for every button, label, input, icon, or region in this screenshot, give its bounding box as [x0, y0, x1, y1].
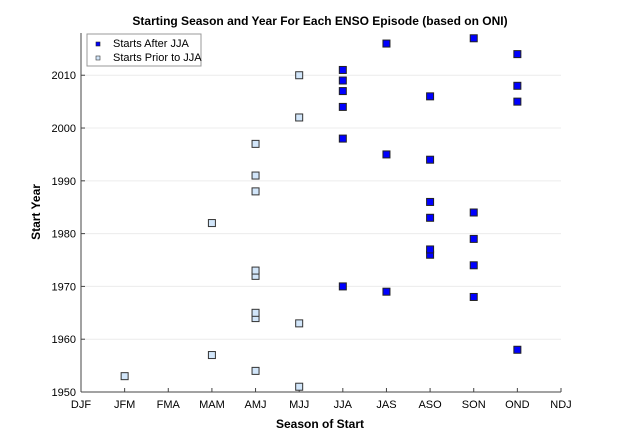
point-after-jja: [426, 213, 435, 222]
x-tick-label: JAS: [376, 399, 396, 411]
chart-title: Starting Season and Year For Each ENSO E…: [132, 14, 507, 28]
point-prior-jja: [251, 308, 260, 317]
legend-label-after: Starts After JJA: [113, 38, 189, 50]
y-axis-label: Start Year: [29, 184, 43, 240]
point-after-jja: [426, 155, 435, 164]
y-tick-label: 1990: [52, 176, 76, 188]
point-prior-jja: [120, 372, 129, 381]
point-after-jja: [338, 76, 347, 85]
y-tick-label: 1970: [52, 281, 76, 293]
x-tick-label: JJA: [334, 399, 353, 411]
x-axis-label: Season of Start: [276, 417, 364, 431]
legend-box: [86, 33, 202, 67]
legend-marker-prior: [95, 55, 101, 61]
point-after-jja: [513, 97, 522, 106]
x-tick-label: FMA: [157, 399, 181, 411]
point-after-jja: [469, 234, 478, 243]
point-prior-jja: [207, 351, 216, 360]
point-after-jja: [426, 245, 435, 254]
legend-marker-after: [95, 41, 101, 47]
x-tick-label: ASO: [418, 399, 442, 411]
point-prior-jja: [251, 139, 260, 148]
y-tick-label: 1980: [52, 229, 76, 241]
point-after-jja: [382, 287, 391, 296]
axes: 1950 1960 1970 1980 1990 2000 2010 DJF JFM FMA MAM…: [52, 33, 572, 411]
point-after-jja: [513, 50, 522, 59]
x-tick-label: AMJ: [245, 399, 267, 411]
x-tick-label: JFM: [114, 399, 135, 411]
point-after-jja: [382, 150, 391, 159]
y-tick-label: 1960: [52, 334, 76, 346]
point-after-jja: [338, 87, 347, 96]
point-prior-jja: [295, 113, 304, 122]
legend-label-prior: Starts Prior to JJA: [113, 52, 202, 64]
data-points: [120, 34, 522, 391]
point-after-jja: [338, 134, 347, 143]
point-after-jja: [469, 261, 478, 270]
point-prior-jja: [295, 319, 304, 328]
point-after-jja: [382, 39, 391, 48]
y-tick-label: 1950: [52, 387, 76, 399]
point-prior-jja: [251, 171, 260, 180]
point-prior-jja: [295, 71, 304, 80]
y-tick-label: 2000: [52, 123, 76, 135]
point-after-jja: [513, 81, 522, 90]
point-prior-jja: [251, 187, 260, 196]
y-tick-label: 2010: [52, 70, 76, 82]
point-after-jja: [426, 197, 435, 206]
point-after-jja: [469, 34, 478, 43]
x-tick-label: NDJ: [550, 399, 571, 411]
x-tick-label: MAM: [199, 399, 225, 411]
point-prior-jja: [251, 366, 260, 375]
point-prior-jja: [251, 266, 260, 275]
legend: Starts After JJA Starts Prior to JJA: [86, 33, 202, 67]
x-tick-label: DJF: [71, 399, 91, 411]
point-after-jja: [338, 65, 347, 74]
point-after-jja: [469, 208, 478, 217]
point-after-jja: [513, 345, 522, 354]
point-after-jja: [426, 92, 435, 101]
x-tick-label: SON: [462, 399, 486, 411]
point-prior-jja: [207, 219, 216, 228]
point-after-jja: [338, 282, 347, 291]
grid-lines: [81, 74, 561, 340]
point-prior-jja: [295, 382, 304, 391]
point-after-jja: [469, 292, 478, 301]
point-after-jja: [338, 102, 347, 111]
x-tick-label: MJJ: [289, 399, 309, 411]
x-tick-label: OND: [505, 399, 530, 411]
